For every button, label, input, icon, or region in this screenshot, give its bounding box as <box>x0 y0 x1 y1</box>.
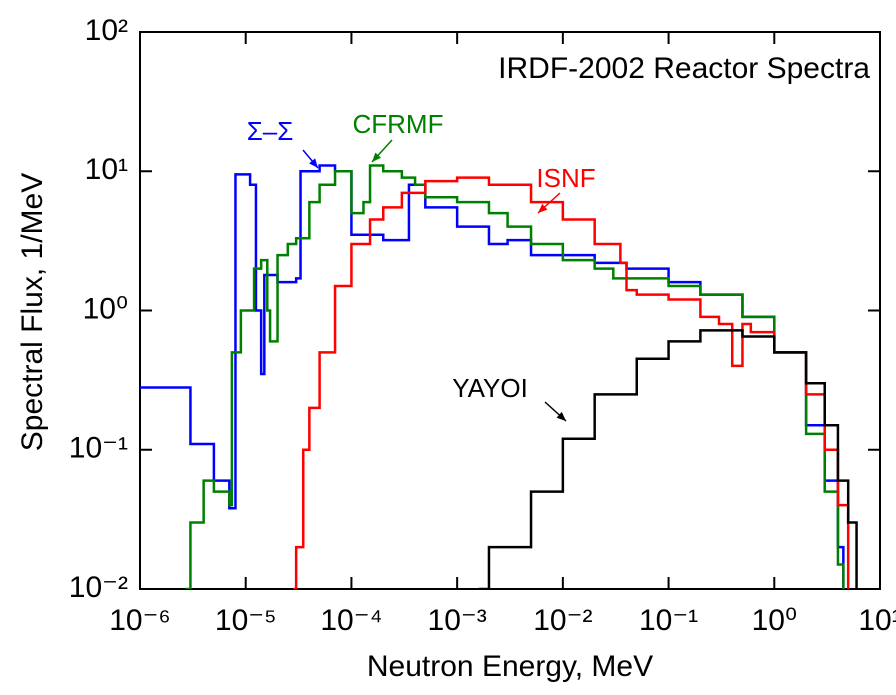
arrow-head <box>372 152 382 162</box>
x-tick-label: 10⁻³ <box>428 604 487 637</box>
y-tick-label: 10⁻¹ <box>69 432 128 465</box>
arrow-head <box>556 411 566 421</box>
x-tick-label: 10⁰ <box>752 604 797 637</box>
arrow-head <box>538 203 548 213</box>
x-tick-label: 10⁻⁴ <box>320 604 382 637</box>
x-tick-label: 10⁻⁶ <box>109 604 171 637</box>
x-axis-label: Neutron Energy, MeV <box>367 650 653 683</box>
series-line <box>185 164 845 589</box>
x-tick-label: 10¹ <box>858 604 896 637</box>
x-tick-label: 10⁻¹ <box>639 604 698 637</box>
series-line <box>292 176 850 589</box>
arrow-head <box>309 158 318 168</box>
y-tick-label: 10⁻² <box>69 571 128 604</box>
y-tick-label: 10⁰ <box>83 292 128 325</box>
y-tick-label: 10² <box>85 14 128 47</box>
x-tick-label: 10⁻⁵ <box>215 604 277 637</box>
series-label: YAYOI <box>452 373 528 403</box>
y-axis-label: Spectral Flux, 1/MeV <box>16 173 49 451</box>
series-label: ISNF <box>536 163 595 193</box>
y-tick-label: 10¹ <box>85 153 128 186</box>
series-label: CFRMF <box>353 109 444 139</box>
plot-lines <box>140 164 858 589</box>
series-label: Σ–Σ <box>247 116 294 146</box>
series-line <box>478 329 858 589</box>
x-tick-label: 10⁻² <box>533 604 592 637</box>
chart-title: IRDF-2002 Reactor Spectra <box>498 52 870 85</box>
